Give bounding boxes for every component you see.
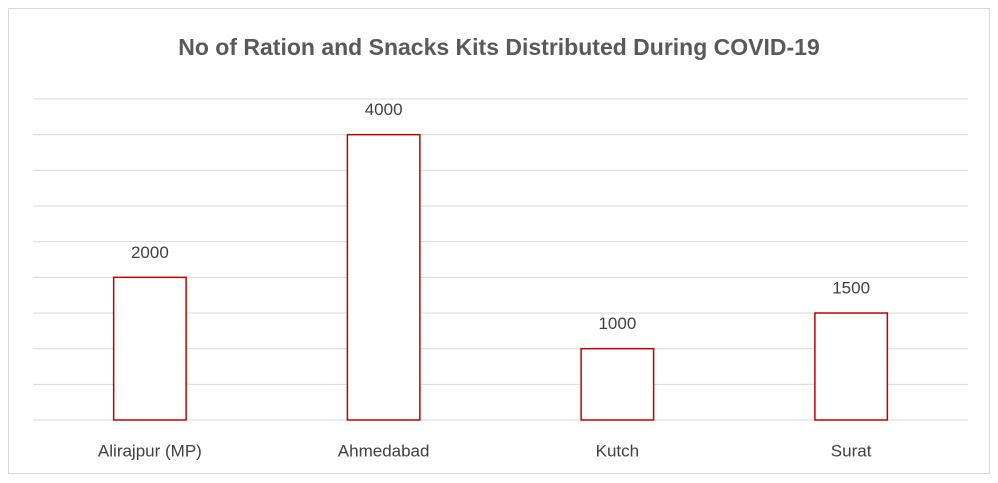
data-label: 1500 (832, 278, 870, 297)
bar (580, 347, 655, 421)
x-tick-label: Surat (831, 441, 872, 460)
x-tick-label: Ahmedabad (338, 441, 430, 460)
data-label: 2000 (131, 243, 169, 262)
x-tick-label: Kutch (596, 441, 639, 460)
bar (112, 276, 187, 421)
data-label: 1000 (598, 314, 636, 333)
bar (346, 133, 421, 421)
bar (814, 312, 889, 421)
chart-title: No of Ration and Snacks Kits Distributed… (178, 34, 820, 60)
x-tick-label: Alirajpur (MP) (98, 441, 202, 460)
data-label: 4000 (365, 100, 403, 119)
